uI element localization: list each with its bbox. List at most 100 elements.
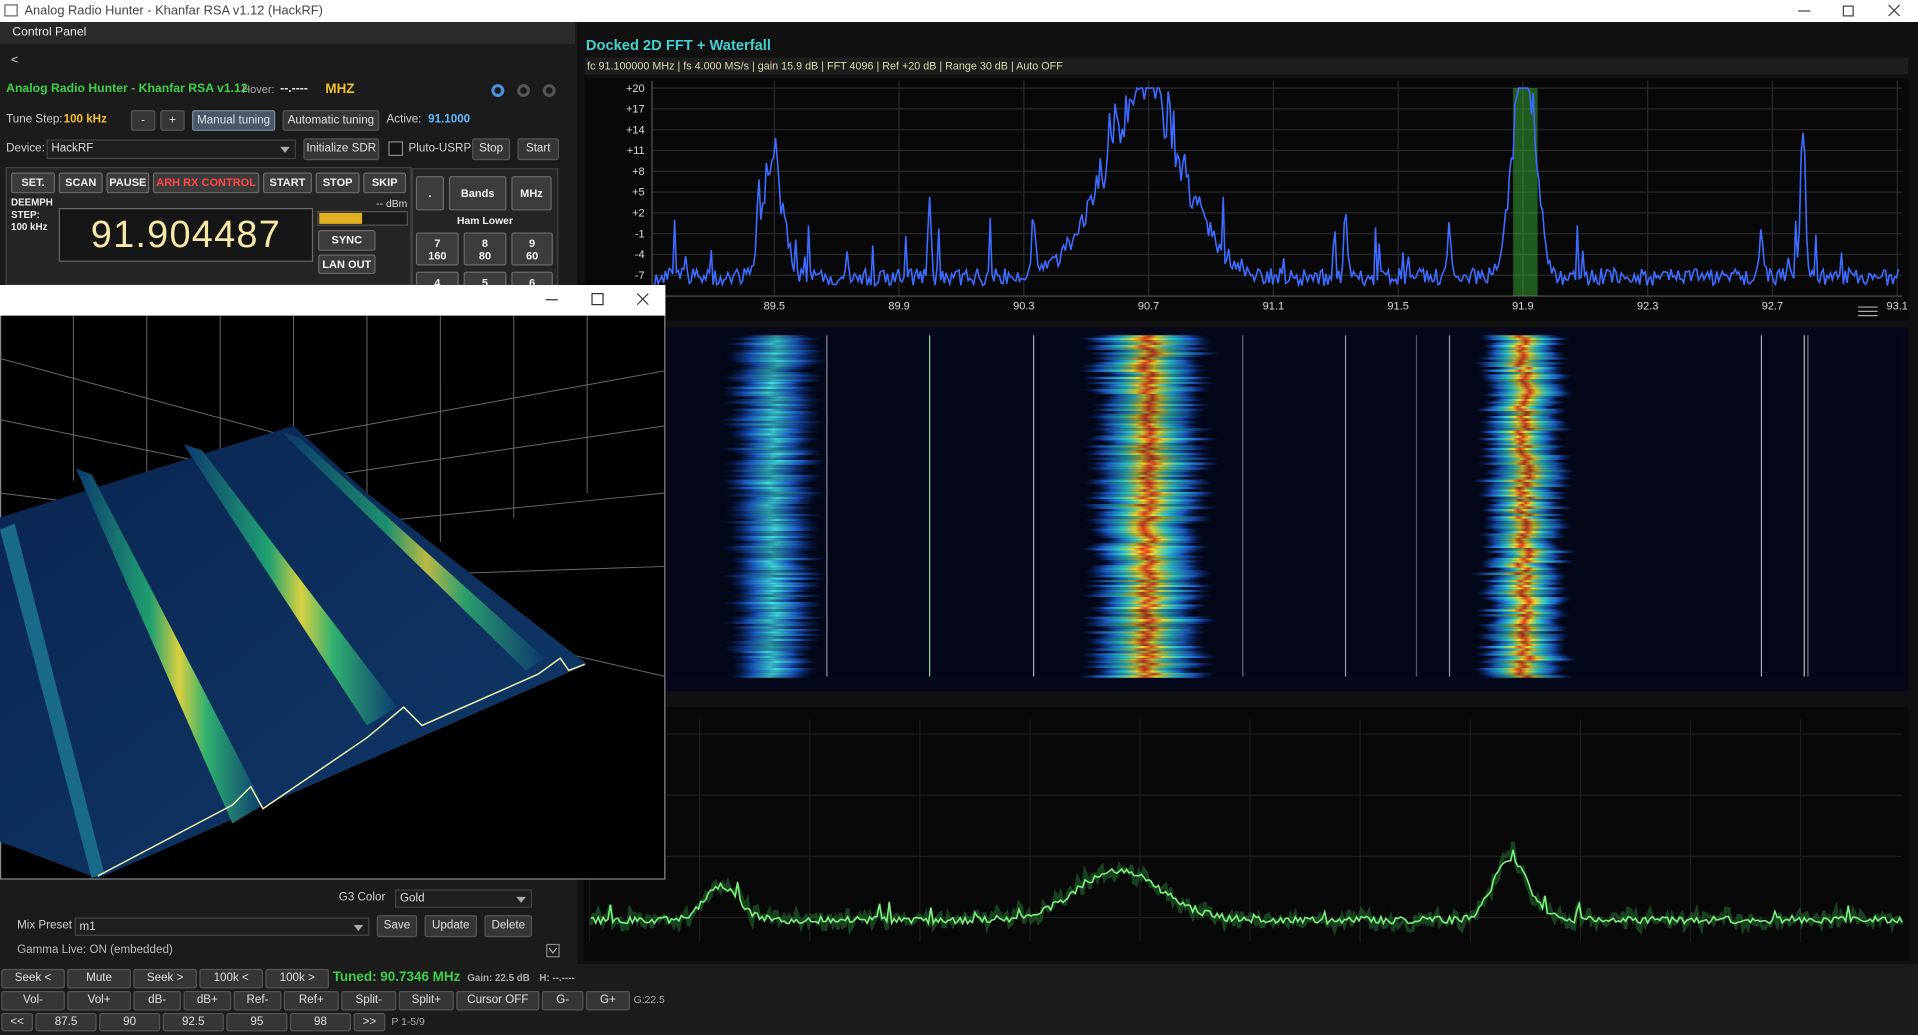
waterfall-row [1097, 342, 1213, 345]
waterfall-row [1083, 496, 1203, 500]
update-button[interactable]: Update [424, 915, 478, 938]
waterfall-row [724, 389, 819, 392]
bottom-button[interactable]: G+ [585, 990, 630, 1011]
x-tick-label: 91.1 [1262, 299, 1285, 312]
waterfall-row [733, 672, 812, 676]
y-tick-label: -4 [634, 248, 645, 261]
waterfall-row [1484, 516, 1553, 519]
init-sdr[interactable]: Initialize SDR [303, 138, 380, 161]
dot-key[interactable]: . [415, 176, 445, 211]
waterfall-row [740, 335, 814, 338]
waterfall-row [1490, 619, 1559, 622]
waterfall-row [1488, 403, 1559, 407]
bottom-button[interactable]: Split+ [398, 990, 454, 1011]
collapse-icon[interactable] [546, 943, 560, 958]
rx-button[interactable]: START [262, 172, 312, 194]
preset-button[interactable]: << [1, 1012, 34, 1032]
waterfall-row [1487, 577, 1566, 580]
waterfall-row [1480, 376, 1571, 380]
waterfall-row [1097, 430, 1204, 434]
hover-label: Hover: [242, 83, 275, 96]
keypad-key[interactable]: 7 160 [415, 232, 459, 266]
active-value: 91.1000 [428, 112, 471, 127]
rx-button[interactable]: SKIP [363, 172, 407, 194]
bottom-button[interactable]: Cursor OFF [456, 990, 540, 1011]
rx-button[interactable]: SCAN [58, 172, 103, 194]
manual-tuning[interactable]: Manual tuning [192, 110, 276, 131]
bottom-button[interactable]: Seek < [1, 968, 65, 989]
bottom-button[interactable]: 100k < [199, 968, 263, 989]
waterfall-row [1084, 579, 1201, 583]
start-button[interactable]: Start [517, 138, 560, 161]
maximize-icon[interactable] [591, 293, 604, 306]
waterfall-row [1096, 535, 1205, 539]
waterfall-row [718, 423, 820, 426]
bottom-button[interactable]: Split- [341, 990, 397, 1011]
preset-button[interactable]: 98 [289, 1012, 352, 1032]
bottom-button[interactable]: dB+ [183, 990, 232, 1011]
radio-off[interactable] [542, 84, 556, 97]
mhz-key[interactable]: MHz [511, 176, 552, 211]
dropdown-arrow [353, 924, 364, 931]
waterfall-row [732, 665, 807, 668]
waterfall-row [1477, 670, 1564, 673]
waterfall-row [1093, 555, 1205, 558]
preset-button[interactable]: >> [353, 1012, 386, 1032]
3d-window [0, 285, 666, 880]
waterfall-row [1102, 562, 1199, 566]
waterfall-row [1475, 609, 1567, 612]
preset-button[interactable]: 87.5 [35, 1012, 97, 1032]
waterfall-row [1487, 604, 1563, 607]
waterfall-row [1097, 474, 1204, 478]
bottom-button[interactable]: Seek > [133, 968, 197, 989]
lan-out-button[interactable]: LAN OUT [318, 254, 376, 275]
device-select[interactable]: HackRF [46, 139, 297, 160]
bottom-button[interactable]: Vol+ [67, 990, 131, 1011]
bottom-button[interactable]: Ref- [233, 990, 282, 1011]
step-down[interactable]: - [130, 110, 156, 131]
waterfall-row [1483, 638, 1568, 642]
x-tick-label: 90.3 [1013, 299, 1035, 312]
checkbox[interactable] [388, 141, 404, 156]
bands-key[interactable]: Bands [448, 176, 507, 211]
keypad-key[interactable]: 8 80 [463, 232, 507, 266]
preset-button[interactable]: 90 [99, 1012, 161, 1032]
bottom-button[interactable]: dB- [133, 990, 182, 1011]
waterfall-row [1080, 653, 1212, 656]
rx-button[interactable]: PAUSE [106, 172, 150, 194]
rx-button[interactable]: STOP [315, 172, 360, 194]
close-icon[interactable] [636, 293, 649, 306]
automatic-tuning[interactable]: Automatic tuning [282, 110, 380, 131]
waterfall-row [1479, 545, 1562, 549]
radio-off[interactable] [517, 84, 530, 97]
mix-preset-select[interactable]: m1 [74, 917, 370, 936]
bottom-button[interactable]: 100k > [265, 968, 330, 989]
stop-button[interactable]: Stop [472, 138, 511, 161]
g3-color-select[interactable]: Gold [395, 889, 533, 908]
waterfall-row [739, 653, 811, 656]
bottom-button[interactable]: G- [541, 990, 584, 1011]
step-up[interactable]: + [160, 110, 185, 131]
restore-icon[interactable] [1842, 5, 1854, 17]
3d-floor-trace [97, 657, 585, 877]
waterfall-row [1473, 362, 1569, 365]
delete-button[interactable]: Delete [484, 915, 533, 938]
preset-button[interactable]: 95 [226, 1012, 288, 1032]
radio-on[interactable] [491, 84, 505, 97]
menu-icon[interactable] [1858, 306, 1878, 317]
waterfall-row [1491, 413, 1561, 416]
save-button[interactable]: Save [376, 915, 418, 938]
waterfall-row [1103, 582, 1203, 585]
rx-button[interactable]: ARH RX CONTROL [152, 172, 260, 194]
bottom-button[interactable]: Ref+ [283, 990, 339, 1011]
bottom-button[interactable]: Mute [67, 968, 131, 989]
waterfall-row [1478, 369, 1562, 372]
rx-button[interactable]: SET. [11, 172, 56, 194]
sync-button[interactable]: SYNC [318, 229, 376, 251]
bottom-button[interactable]: Vol- [1, 990, 65, 1011]
waterfall-row [728, 435, 818, 438]
keypad-key[interactable]: 9 60 [511, 232, 553, 266]
close-icon[interactable] [1888, 4, 1901, 17]
preset-button[interactable]: 92.5 [162, 1012, 224, 1032]
waterfall-row [1104, 411, 1203, 414]
